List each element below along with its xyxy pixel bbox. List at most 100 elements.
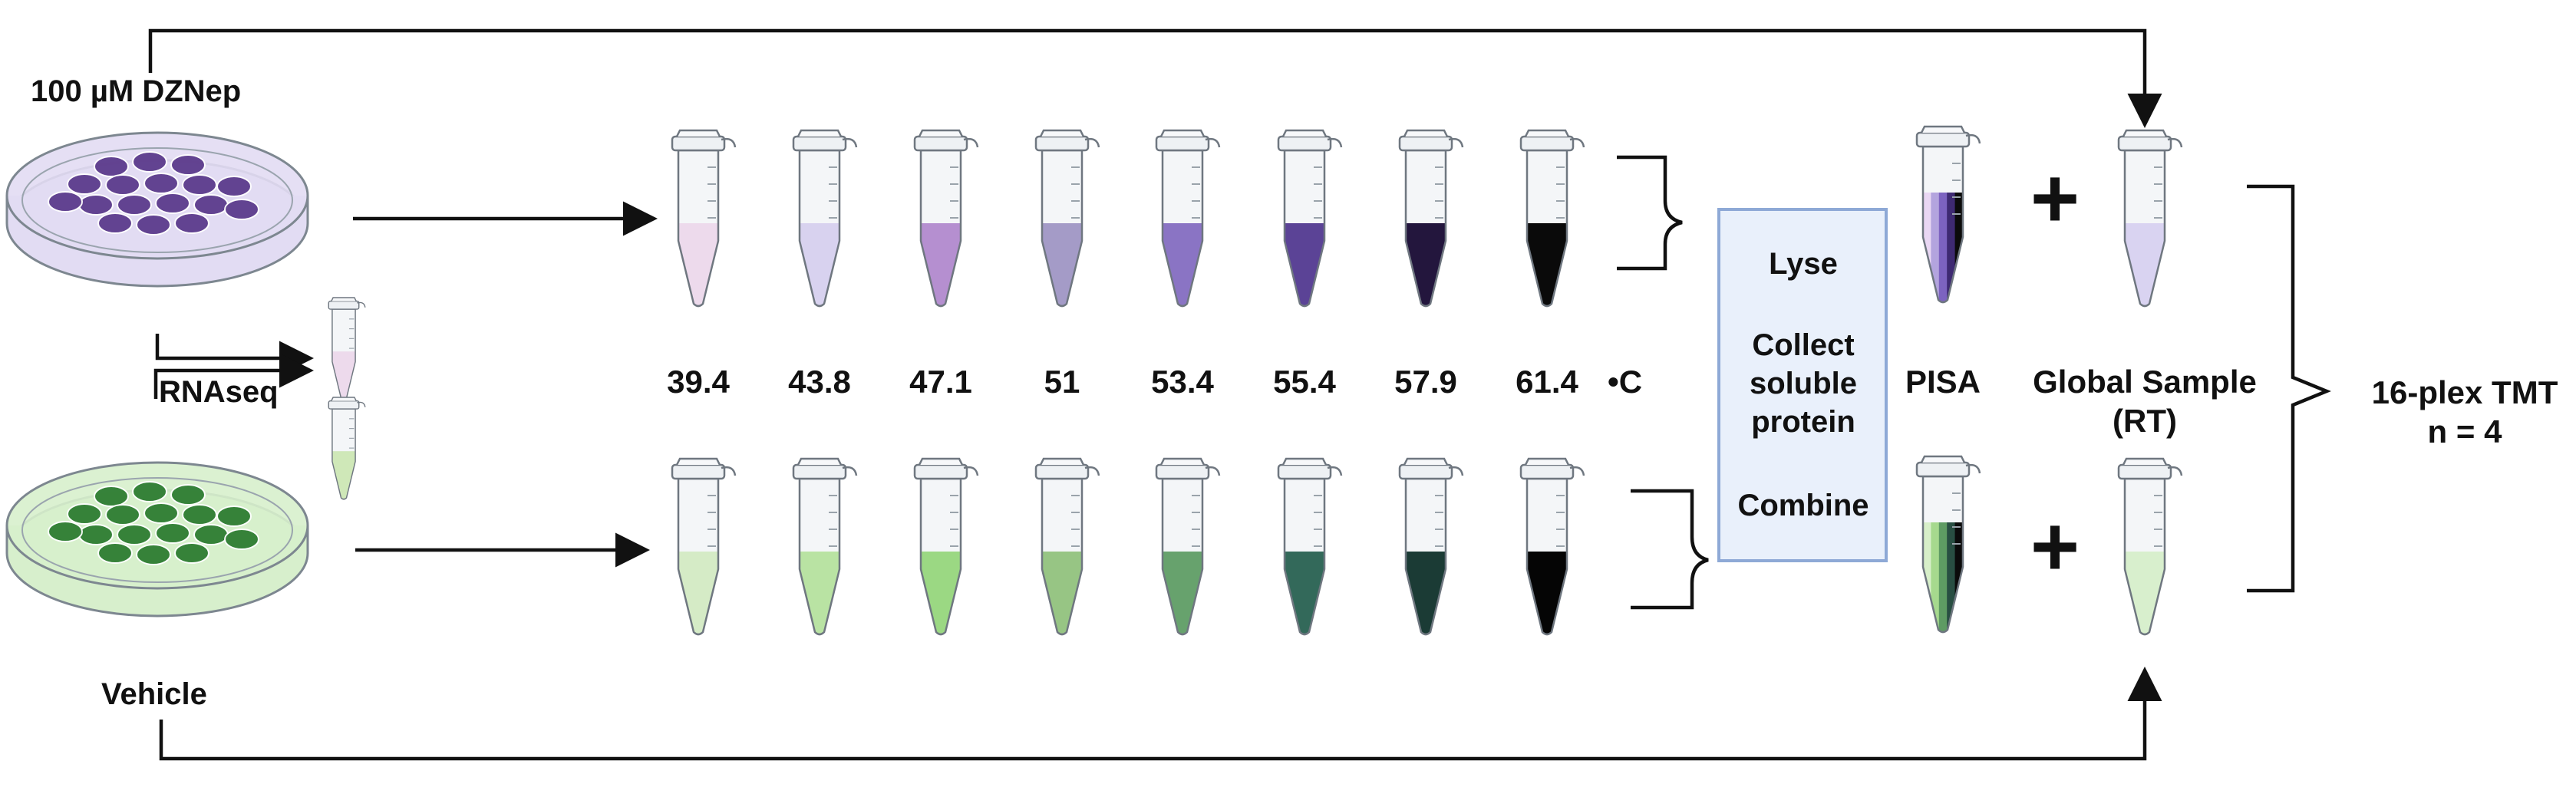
vehicle-cell [48, 521, 83, 542]
global-treatment-tube [2117, 129, 2183, 308]
treatment-cell [67, 173, 102, 195]
treatment-bracket [1617, 155, 1683, 271]
rnaseq-treatment-tube [328, 297, 366, 400]
global-sample-tubes [2117, 129, 2183, 636]
vehicle-tube-2 [792, 457, 858, 636]
vehicle-tube-6 [1277, 457, 1343, 636]
temperature-label: 57.9 [1394, 364, 1457, 400]
treatment-cell [193, 194, 229, 216]
treatment-cell [174, 212, 209, 234]
treatment-tube-6 [1277, 129, 1343, 308]
treatment-cell [78, 194, 114, 216]
vehicle-tube-1 [671, 457, 737, 636]
top-loop-line [148, 28, 2162, 128]
treatment-petri-dish [5, 131, 309, 288]
vehicle-cell [216, 506, 252, 527]
treatment-to-rnaseq-arrow [155, 334, 314, 376]
vehicle-tube-5 [1155, 457, 1221, 636]
vehicle-tube-3 [913, 457, 979, 636]
plus-sign-bottom: + [2030, 499, 2080, 594]
treatment-tube-4 [1034, 129, 1100, 308]
vehicle-petri-dish [5, 461, 309, 618]
rnaseq-vehicle-tube [328, 397, 366, 500]
temperature-labels: 39.4 43.8 47.1 51 53.4 55.4 57.9 61.4 [667, 364, 1578, 400]
vehicle-to-rnaseq-arrow [153, 353, 314, 399]
vehicle-tube-7 [1398, 457, 1464, 636]
pisa-label: PISA [1905, 364, 1981, 400]
vehicle-cell [105, 504, 140, 525]
vehicle-cell [143, 502, 179, 524]
vehicle-tube-8 [1519, 457, 1585, 636]
global-sample-label-line-1: Global Sample [2033, 364, 2257, 400]
process-box [1717, 208, 1888, 562]
collect-step-line-3: protein [1751, 405, 1855, 439]
treatment-tube-7 [1398, 129, 1464, 308]
rnaseq-tubes [328, 297, 366, 500]
treatment-tube-row [671, 129, 1585, 308]
vehicle-label: Vehicle [101, 677, 207, 711]
temperature-label: 55.4 [1273, 364, 1336, 400]
lyse-step: Lyse [1769, 247, 1838, 281]
temperature-label: 47.1 [909, 364, 972, 400]
treatment-cell [136, 214, 171, 235]
treatment-cell [224, 199, 259, 220]
treatment-cell [182, 174, 217, 196]
plus-sign-top: + [2030, 151, 2080, 245]
treatment-cell [132, 151, 167, 173]
temperature-unit: •C [1608, 364, 1642, 400]
connector-lines [148, 28, 2331, 761]
treatment-tube-1 [671, 129, 737, 308]
vehicle-cell [78, 524, 114, 545]
treatment-cell [105, 174, 140, 196]
treatment-cell [170, 154, 206, 176]
treatment-tube-2 [792, 129, 858, 308]
temperature-label: 53.4 [1151, 364, 1214, 400]
vehicle-cell [174, 542, 209, 564]
treatment-cell [48, 191, 83, 212]
tmt-label-line-2: n = 4 [2428, 413, 2503, 450]
vehicle-cell [224, 529, 259, 550]
treatment-tube-8 [1519, 129, 1585, 308]
collect-step-line-1: Collect [1752, 328, 1854, 362]
pisa-treatment-tube [1915, 125, 1981, 304]
treatment-cell [216, 176, 252, 197]
vehicle-tube-row [671, 457, 1585, 636]
vehicle-cell [136, 544, 171, 565]
tmt-label-line-1: 16-plex TMT [2372, 374, 2558, 410]
bottom-loop-line [159, 667, 2162, 761]
vehicle-dish-top [5, 461, 309, 590]
vehicle-cell [155, 522, 190, 544]
temperature-label: 61.4 [1516, 364, 1578, 400]
pisa-tubes [1915, 125, 1981, 634]
rnaseq-label: RNAseq [159, 375, 279, 409]
treatment-label: 100 µM DZNep [31, 74, 241, 108]
pisa-vehicle-tube [1915, 455, 1981, 634]
temperature-label: 39.4 [667, 364, 730, 400]
vehicle-cell [97, 542, 133, 564]
tmt-bracket [2247, 184, 2331, 593]
treatment-cell [94, 156, 129, 177]
treatment-cell [143, 173, 179, 194]
combine-step: Combine [1737, 489, 1869, 522]
global-vehicle-tube [2117, 457, 2183, 636]
treatment-tube-3 [913, 129, 979, 308]
collect-step-line-2: soluble [1750, 367, 1857, 400]
vehicle-cell [193, 524, 229, 545]
treatment-cell [117, 194, 152, 216]
treatment-cell [155, 193, 190, 214]
temperature-label: 51 [1044, 364, 1080, 400]
vehicle-bracket [1631, 489, 1709, 610]
vehicle-cell [182, 504, 217, 525]
treatment-tube-5 [1155, 129, 1221, 308]
treatment-cell [97, 212, 133, 234]
vehicle-cell [67, 503, 102, 525]
vehicle-tube-4 [1034, 457, 1100, 636]
vehicle-cell [170, 484, 206, 506]
treatment-dish-top [5, 131, 309, 260]
temperature-label: 43.8 [788, 364, 851, 400]
global-sample-label-line-2: (RT) [2113, 403, 2177, 439]
vehicle-cell [132, 481, 167, 502]
vehicle-cell [94, 486, 129, 507]
